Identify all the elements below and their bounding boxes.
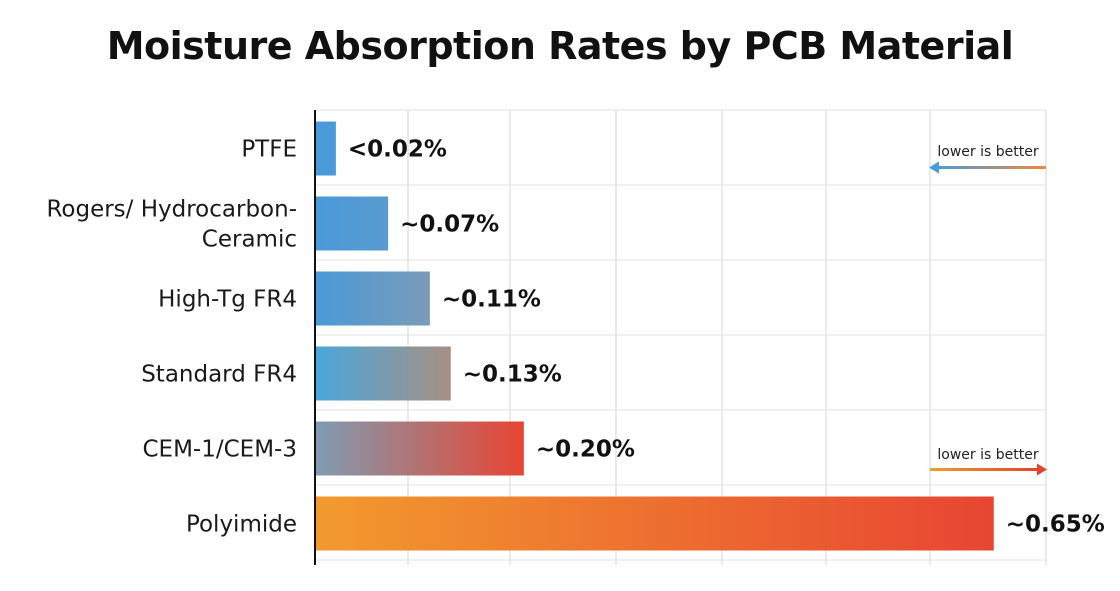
value-label: ~0.65%: [1006, 512, 1105, 538]
annotation-label: lower is better: [937, 447, 1038, 463]
arrow-right-head-icon: [1037, 463, 1047, 476]
bar: [316, 346, 451, 401]
category-label: Polyimide: [186, 512, 297, 538]
arrow-left-icon: [937, 166, 1046, 169]
value-label: ~0.20%: [536, 437, 635, 463]
annotation-label: lower is better: [937, 144, 1038, 160]
bar: [316, 121, 336, 176]
grid: [315, 109, 1047, 565]
annotations: lower is better lower is better: [929, 144, 1047, 476]
value-labels: <0.02% ~0.07% ~0.11% ~0.13% ~0.20% ~0.65%: [348, 137, 1105, 538]
category-label: Standard FR4: [141, 362, 297, 388]
category-label: PTFE: [241, 137, 297, 163]
value-label: ~0.11%: [442, 287, 541, 313]
category-label: Ceramic: [202, 227, 297, 253]
bars: [316, 121, 994, 551]
value-label: ~0.13%: [463, 362, 562, 388]
bar: [316, 271, 430, 326]
value-label: <0.02%: [348, 137, 447, 163]
bar: [316, 421, 524, 476]
bar: [316, 196, 389, 251]
value-label: ~0.07%: [400, 212, 499, 238]
chart-title: Moisture Absorption Rates by PCB Materia…: [106, 24, 1014, 68]
arrow-right-icon: [930, 468, 1038, 471]
category-labels: PTFE Rogers/ Hydrocarbon- Ceramic High-Tg F…: [46, 137, 297, 538]
bar: [316, 496, 994, 551]
category-label: Rogers/ Hydrocarbon-: [46, 197, 297, 223]
category-label: High-Tg FR4: [158, 287, 297, 313]
category-label: CEM-1/CEM-3: [143, 437, 298, 463]
arrow-left-head-icon: [929, 161, 939, 174]
